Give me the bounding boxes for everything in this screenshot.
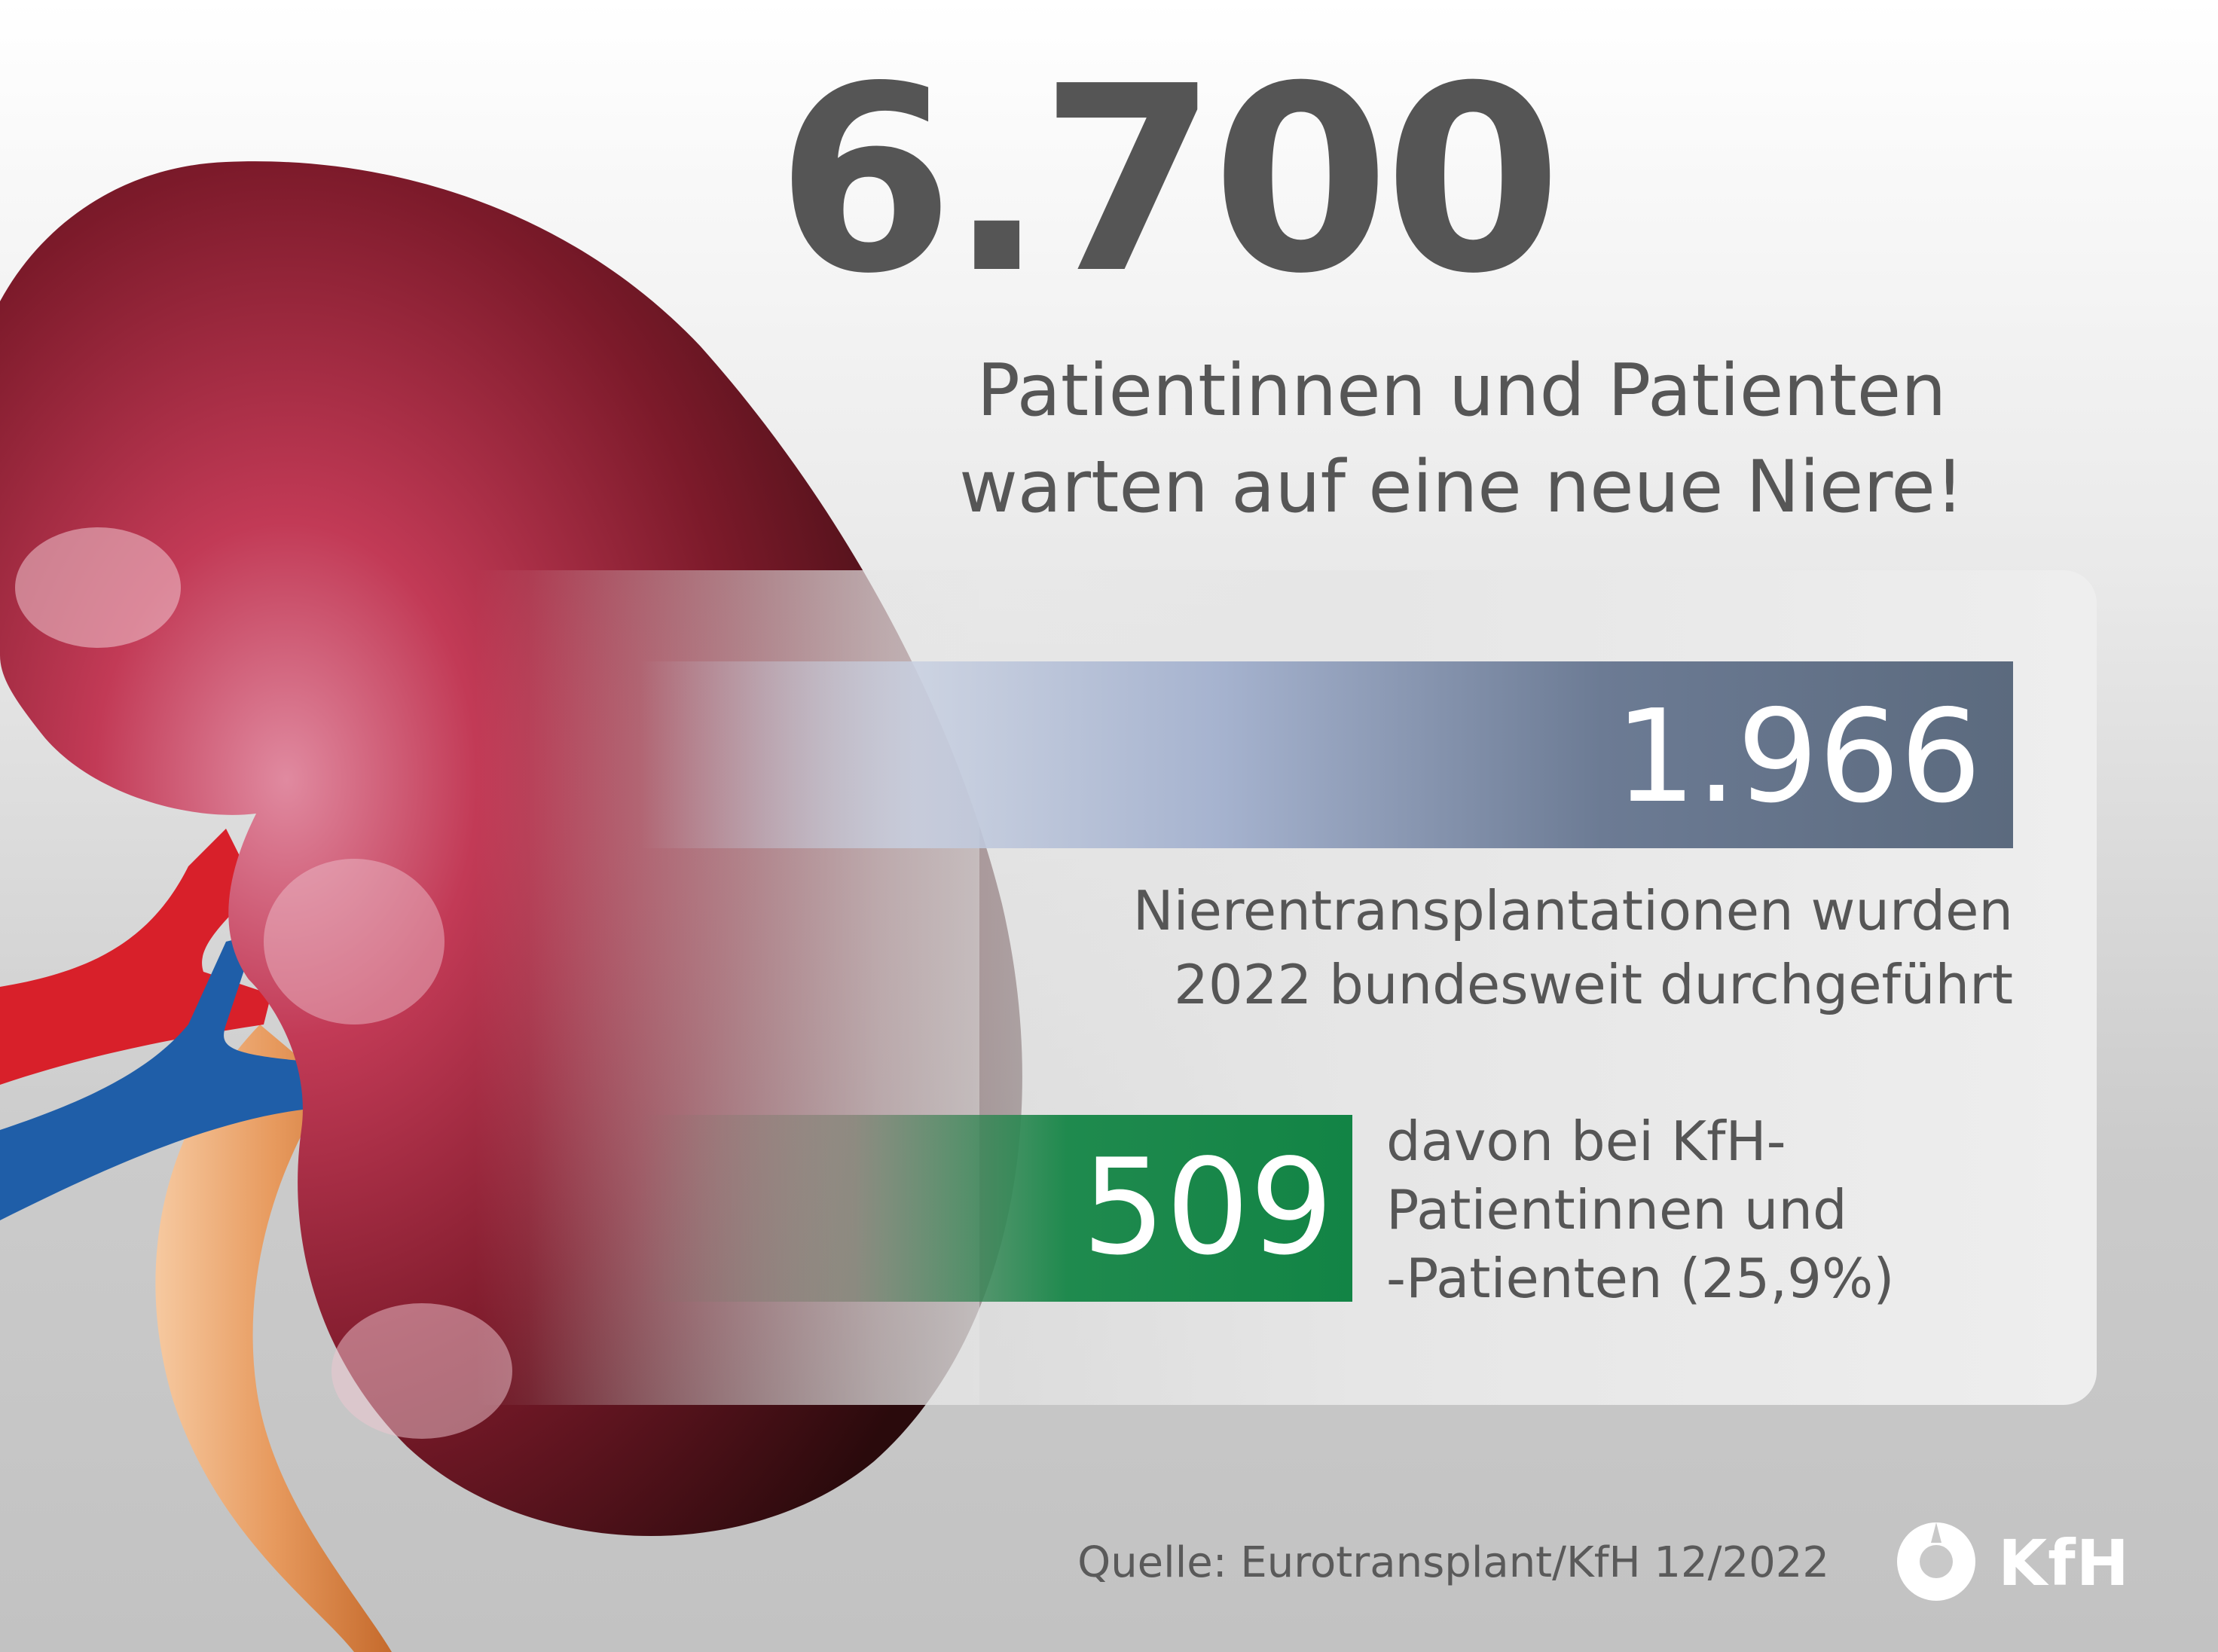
kfh-transplants-bar: [640, 1115, 1352, 1302]
waiting-patients-number: 6.700: [776, 32, 1562, 330]
kfh-transplants-value: 509: [1081, 1131, 1334, 1284]
kfh-caption-line-3: -Patienten (25,9%): [1386, 1247, 1895, 1310]
kfh-logo-text: KfH: [1998, 1526, 2130, 1600]
source-note: Quelle: Eurotransplant/KfH 12/2022: [1077, 1538, 1829, 1587]
total-transplants-caption: Nierentransplantationen wurden 2022 bund…: [1092, 874, 2013, 1021]
ureter-shape: [155, 1024, 393, 1652]
headline-text: Patientinnen und Patienten warten auf ei…: [889, 343, 2034, 536]
total-transplants-value: 1.966: [1615, 682, 1981, 832]
total-caption-line-2: 2022 bundesweit durchgeführt: [1174, 953, 2013, 1016]
headline-line-2: warten auf eine neue Niere!: [959, 446, 1964, 529]
vein-shape: [0, 934, 324, 1220]
kfh-logo-icon: [1897, 1522, 1975, 1601]
headline-line-1: Patientinnen und Patienten: [976, 350, 1947, 432]
kfh-caption-line-1: davon bei KfH-: [1386, 1110, 1786, 1173]
total-caption-line-1: Nierentransplantationen wurden: [1132, 879, 2013, 942]
total-transplants-bar: [640, 661, 2013, 848]
kfh-transplants-caption: davon bei KfH- Patientinnen und -Patient…: [1386, 1107, 1959, 1313]
kfh-caption-line-2: Patientinnen und: [1386, 1178, 1847, 1241]
